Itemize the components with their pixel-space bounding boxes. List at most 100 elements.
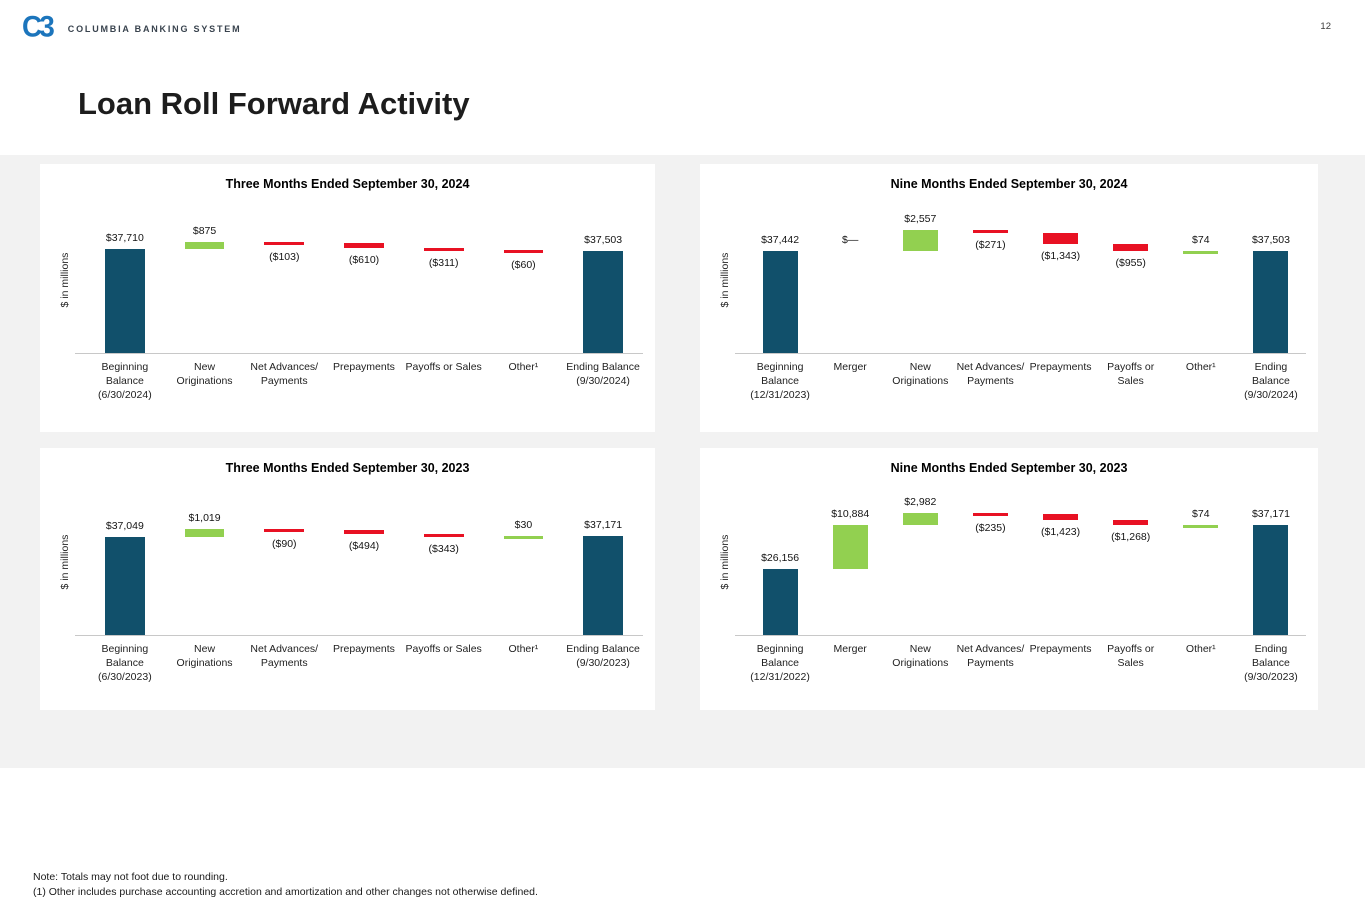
category-label: Merger bbox=[833, 643, 867, 655]
waterfall-bar-total bbox=[583, 250, 624, 353]
bar-value-label: ($494) bbox=[348, 539, 380, 552]
category-label: Net Advances/ Payments bbox=[956, 361, 1025, 387]
x-axis-line bbox=[735, 353, 1306, 354]
category-label: Ending Balance (9/30/2023) bbox=[566, 643, 640, 669]
waterfall-bar-decrease bbox=[1043, 232, 1079, 244]
waterfall-bar-total bbox=[762, 251, 798, 353]
bar-value-label: ($343) bbox=[428, 542, 459, 555]
waterfall-bar-decrease bbox=[503, 250, 544, 254]
x-axis-line bbox=[735, 635, 1306, 636]
bar-value-label: ($1,343) bbox=[1041, 249, 1081, 262]
waterfall-bar-increase bbox=[902, 230, 938, 252]
x-axis-labels: Beginning Balance (12/31/2023) Merger New … bbox=[745, 361, 1306, 403]
bar-value-label: $37,710 bbox=[105, 232, 144, 245]
slide-header: C3 COLUMBIA BANKING SYSTEM 12 Loan Roll … bbox=[0, 0, 1365, 155]
waterfall-bar-total bbox=[104, 537, 145, 635]
x-axis-labels: Beginning Balance (12/31/2022) Merger New … bbox=[745, 643, 1306, 685]
waterfall-bar-total bbox=[583, 536, 624, 635]
category-label: New Originations bbox=[892, 361, 949, 387]
slide-title: Loan Roll Forward Activity bbox=[78, 86, 470, 121]
bar-value-label: $1,019 bbox=[188, 511, 221, 524]
cb-monogram-icon: C3 bbox=[22, 10, 55, 43]
category-label: Other¹ bbox=[508, 361, 539, 373]
bar-value-label: ($235) bbox=[975, 522, 1006, 535]
category-label: Prepayments bbox=[1029, 361, 1092, 373]
bar-value-label: ($60) bbox=[511, 259, 536, 272]
y-axis-label: $ in millions bbox=[719, 534, 731, 590]
bar-value-label: $37,503 bbox=[1251, 233, 1290, 246]
bar-value-label: ($1,423) bbox=[1041, 525, 1081, 538]
bar-value-label: $2,557 bbox=[904, 213, 937, 226]
bar-value-label: $37,503 bbox=[584, 233, 623, 246]
waterfall-bar-increase bbox=[1183, 250, 1219, 254]
chart-plot: $37,710 $875 ($103) ($610) ($311) ($60) $37,50… bbox=[85, 164, 643, 353]
waterfall-bar-total bbox=[1253, 524, 1289, 635]
chart-panel-three-months-2023: Three Months Ended September 30, 2023 $ … bbox=[40, 448, 655, 710]
x-axis-line bbox=[75, 353, 643, 354]
category-label: Prepayments bbox=[1029, 643, 1092, 655]
chart-title: Nine Months Ended September 30, 2023 bbox=[890, 461, 1128, 475]
bar-value-label: $875 bbox=[192, 224, 217, 237]
waterfall-bar-increase bbox=[832, 525, 868, 570]
waterfall-bar-decrease bbox=[972, 513, 1008, 517]
bar-value-label: $10,884 bbox=[831, 508, 870, 521]
bar-value-label: $30 bbox=[514, 519, 533, 532]
category-label: Ending Balance (9/30/2024) bbox=[566, 361, 640, 387]
category-label: Beginning Balance (6/30/2023) bbox=[97, 643, 152, 683]
category-label: Beginning Balance (6/30/2024) bbox=[97, 361, 152, 401]
bar-value-label: $74 bbox=[1192, 233, 1210, 246]
category-label: New Originations bbox=[892, 643, 949, 669]
x-axis-labels: Beginning Balance (6/30/2024) New Origina… bbox=[85, 361, 643, 403]
bar-value-label: $37,171 bbox=[584, 519, 623, 532]
x-axis-line bbox=[75, 635, 643, 636]
category-label: Net Advances/ Payments bbox=[956, 643, 1025, 669]
category-label: Net Advances/ Payments bbox=[250, 361, 319, 387]
y-axis-label: $ in millions bbox=[59, 252, 71, 308]
page-number: 12 bbox=[1320, 21, 1331, 32]
category-label: Merger bbox=[833, 361, 867, 373]
waterfall-bar-decrease bbox=[423, 247, 464, 251]
bar-value-label: $2,982 bbox=[904, 496, 937, 509]
category-label: Other¹ bbox=[1185, 643, 1216, 655]
chart-title: Nine Months Ended September 30, 2024 bbox=[890, 177, 1128, 191]
waterfall-bar-increase bbox=[1183, 524, 1219, 528]
chart-title: Three Months Ended September 30, 2023 bbox=[225, 461, 470, 475]
bar-value-label: $37,442 bbox=[761, 234, 800, 247]
chart-plot: $26,156 $10,884 $2,982 ($235) ($1,423) ($1,26… bbox=[745, 448, 1306, 635]
category-label: Payoffs or Sales bbox=[405, 361, 482, 373]
footnote-rounding: Note: Totals may not foot due to roundin… bbox=[33, 871, 228, 883]
waterfall-bar-increase bbox=[184, 241, 225, 250]
waterfall-bar-decrease bbox=[344, 529, 384, 534]
bar-value-label: ($271) bbox=[975, 239, 1006, 252]
bar-value-label: $37,049 bbox=[105, 520, 144, 533]
waterfall-bar-decrease bbox=[1113, 243, 1149, 252]
y-axis-label: $ in millions bbox=[59, 534, 71, 590]
category-label: Beginning Balance (12/31/2022) bbox=[750, 643, 810, 683]
category-label: Other¹ bbox=[508, 643, 539, 655]
bar-value-label: ($311) bbox=[428, 256, 459, 269]
waterfall-bar-decrease bbox=[264, 528, 305, 532]
chart-plot: $37,049 $1,019 ($90) ($494) ($343) $30 $37,171 bbox=[85, 448, 643, 635]
waterfall-bar-total bbox=[762, 569, 798, 635]
logo-wordmark: COLUMBIA BANKING SYSTEM bbox=[67, 23, 242, 34]
bar-value-label: $— bbox=[842, 234, 859, 247]
waterfall-bar-decrease bbox=[972, 230, 1008, 234]
chart-plot: $37,442 $— $2,557 ($271) ($1,343) ($955) $74 $3… bbox=[745, 164, 1306, 353]
waterfall-bar-decrease bbox=[264, 241, 305, 245]
category-label: New Originations bbox=[176, 361, 233, 387]
bar-value-label: ($955) bbox=[1115, 257, 1146, 270]
category-label: Prepayments bbox=[333, 361, 395, 373]
waterfall-bar-decrease bbox=[423, 533, 464, 537]
chart-panel-nine-months-2023: Nine Months Ended September 30, 2023 $ i… bbox=[700, 448, 1318, 710]
bar-value-label: ($610) bbox=[348, 253, 380, 266]
footnotes: Note: Totals may not foot due to roundin… bbox=[33, 871, 538, 901]
bar-value-label: ($1,268) bbox=[1111, 531, 1151, 544]
category-label: New Originations bbox=[176, 643, 233, 669]
bar-value-label: $26,156 bbox=[761, 552, 800, 565]
waterfall-bar-increase bbox=[902, 513, 938, 526]
category-label: Payoffs or Sales bbox=[1107, 643, 1155, 669]
waterfall-bar-decrease bbox=[344, 242, 384, 248]
waterfall-bar-increase bbox=[503, 536, 544, 540]
category-label: Payoffs or Sales bbox=[405, 643, 482, 655]
chart-panel-nine-months-2024: Nine Months Ended September 30, 2024 $ i… bbox=[700, 164, 1318, 432]
